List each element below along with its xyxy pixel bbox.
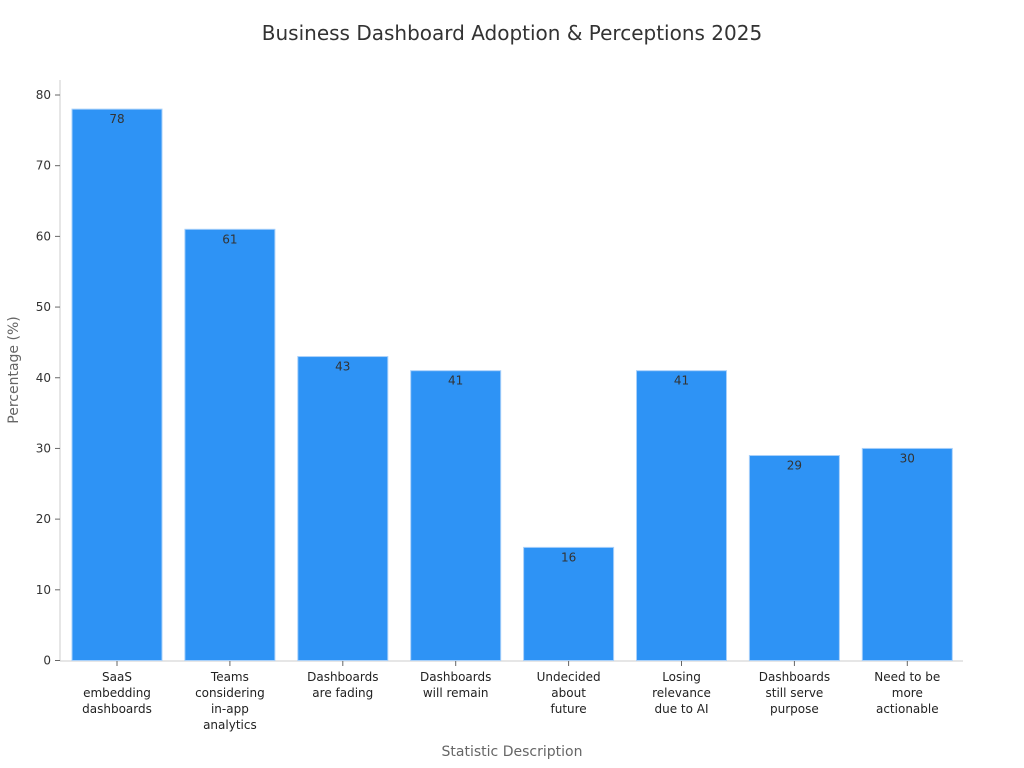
y-tick-label: 40 bbox=[36, 371, 51, 385]
y-tick-label: 20 bbox=[36, 512, 51, 526]
data-label: 30 bbox=[900, 451, 915, 465]
y-tick-label: 70 bbox=[36, 159, 51, 173]
bar bbox=[410, 370, 502, 661]
data-label: 61 bbox=[222, 232, 237, 246]
bar bbox=[523, 546, 615, 662]
data-label: 29 bbox=[787, 459, 802, 473]
bar bbox=[636, 370, 727, 661]
data-label: 43 bbox=[335, 360, 350, 374]
bar bbox=[861, 447, 953, 661]
x-tick-label: Need to be more actionable bbox=[874, 670, 940, 716]
data-label: 78 bbox=[109, 112, 124, 126]
bar bbox=[748, 455, 840, 661]
y-tick-label: 30 bbox=[36, 441, 51, 455]
bar bbox=[297, 356, 389, 661]
y-tick-label: 80 bbox=[36, 88, 51, 102]
x-tick-label: SaaS embedding dashboards bbox=[82, 670, 152, 716]
bar bbox=[71, 108, 163, 661]
x-tick-label: Undecided about future bbox=[537, 670, 601, 716]
y-axis-label: Percentage (%) bbox=[6, 316, 22, 423]
data-label: 41 bbox=[448, 374, 463, 388]
x-tick-label: Dashboards still serve purpose bbox=[759, 670, 830, 716]
x-axis-label: Statistic Description bbox=[442, 744, 583, 760]
chart-title: Business Dashboard Adoption & Perception… bbox=[262, 21, 762, 45]
x-tick-label: Losing relevance due to AI bbox=[652, 670, 711, 716]
y-tick-label: 50 bbox=[36, 300, 51, 314]
data-label: 16 bbox=[561, 550, 576, 564]
x-tick-label: Teams considering in-app analytics bbox=[195, 670, 265, 732]
y-tick-label: 60 bbox=[36, 229, 51, 243]
x-tick-label: Dashboards will remain bbox=[420, 670, 491, 700]
x-tick-label: Dashboards are fading bbox=[307, 670, 378, 700]
bar bbox=[184, 228, 276, 661]
y-tick-label: 0 bbox=[43, 654, 51, 668]
y-tick-label: 10 bbox=[36, 583, 51, 597]
data-label: 41 bbox=[674, 374, 689, 388]
